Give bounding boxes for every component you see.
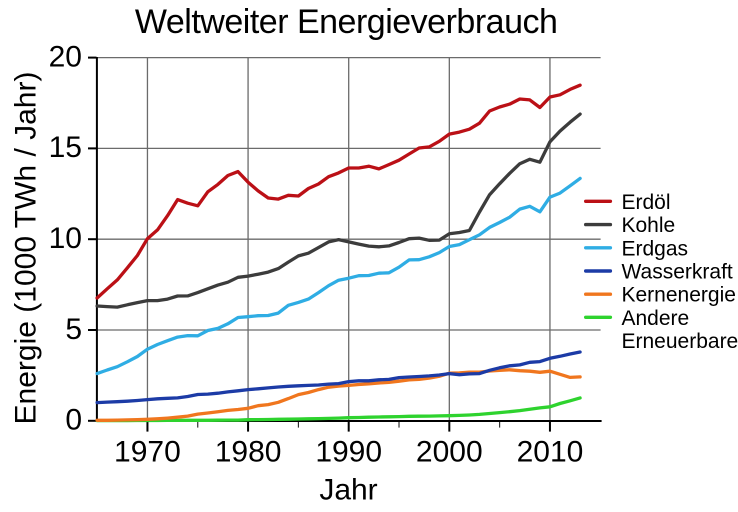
svg-text:Kernenergie: Kernenergie [622,284,736,307]
svg-text:1980: 1980 [215,436,282,469]
svg-text:1970: 1970 [114,436,181,469]
svg-text:5: 5 [65,313,82,346]
svg-text:Energie (1000 TWh / Jahr): Energie (1000 TWh / Jahr) [10,72,43,425]
svg-text:2010: 2010 [517,436,584,469]
svg-text:Kohle: Kohle [622,214,676,237]
svg-text:0: 0 [65,404,82,437]
svg-text:Erdöl: Erdöl [622,191,671,214]
svg-text:10: 10 [49,222,82,255]
svg-text:2000: 2000 [416,436,483,469]
svg-text:Andere: Andere [622,307,690,330]
svg-text:Jahr: Jahr [319,473,377,506]
svg-text:Weltweiter Energieverbrauch: Weltweiter Energieverbrauch [135,3,558,41]
svg-text:Erdgas: Erdgas [622,237,689,260]
svg-text:1990: 1990 [315,436,382,469]
svg-text:Wasserkraft: Wasserkraft [622,261,733,284]
svg-text:20: 20 [49,40,82,73]
svg-text:15: 15 [49,131,82,164]
svg-text:Erneuerbare: Erneuerbare [622,330,738,353]
